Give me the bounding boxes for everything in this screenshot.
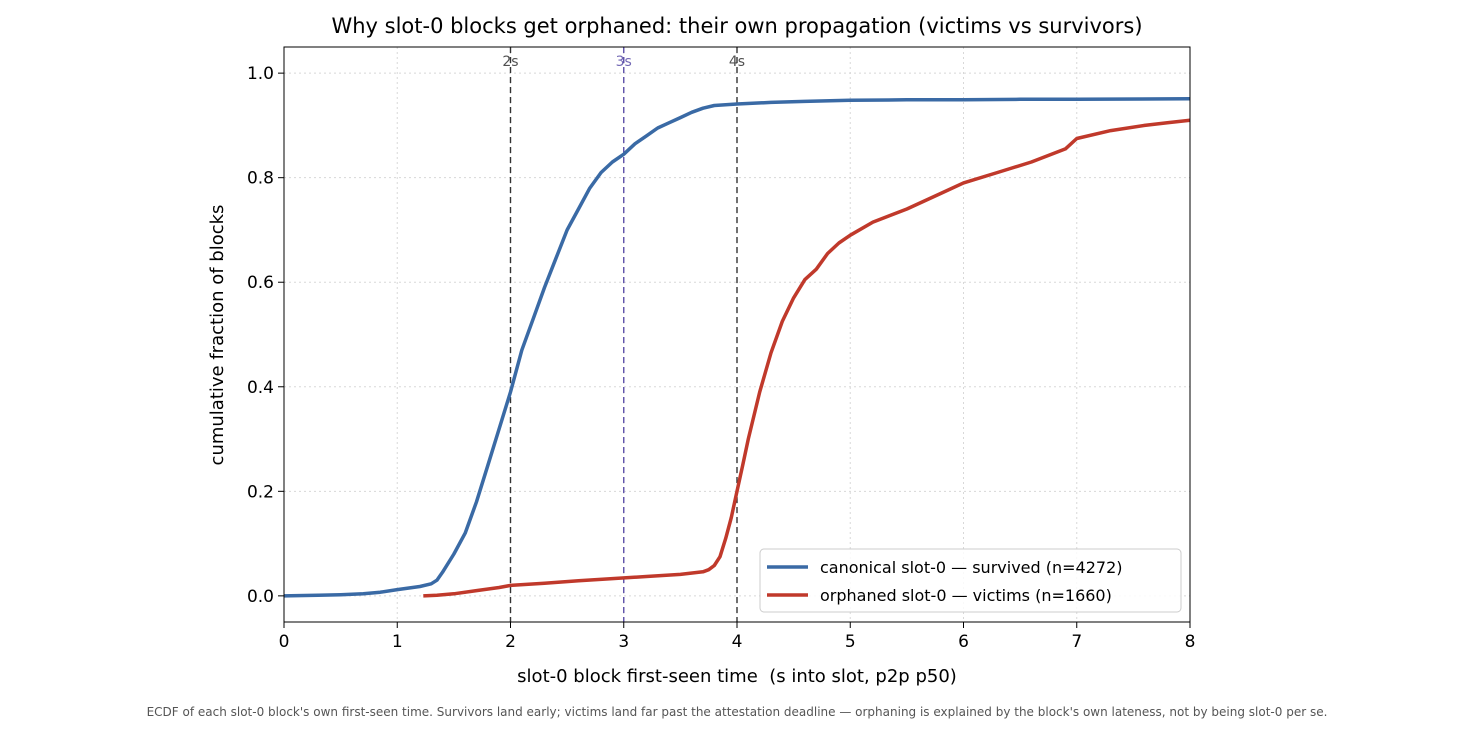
legend-label-orphaned: orphaned slot-0 — victims (n=1660): [820, 586, 1112, 605]
y-tick-label: 0.8: [247, 169, 274, 189]
y-tick-label: 0.6: [247, 273, 274, 293]
x-tick-label: 2: [505, 632, 516, 652]
vline-label-4s: 4s: [729, 54, 745, 70]
x-tick-label: 6: [958, 632, 969, 652]
vline-layer: 2s 3s 4s: [502, 47, 745, 622]
chart-title: Why slot-0 blocks get orphaned: their ow…: [331, 14, 1142, 38]
y-tick-label: 1.0: [247, 64, 274, 84]
chart-caption: ECDF of each slot-0 block's own first-se…: [147, 705, 1328, 719]
y-tick-label: 0.2: [247, 482, 274, 502]
x-tick-label: 3: [618, 632, 629, 652]
x-tick-label: 8: [1185, 632, 1196, 652]
x-axis-label: slot-0 block first-seen time (s into slo…: [517, 666, 957, 687]
x-tick-label: 4: [732, 632, 743, 652]
y-axis-label: cumulative fraction of blocks: [207, 205, 228, 466]
x-tick-label: 5: [845, 632, 856, 652]
vline-label-3s: 3s: [616, 54, 632, 70]
y-tick-label: 0.0: [247, 587, 274, 607]
series-line-canonical: [283, 97, 1191, 598]
legend: canonical slot-0 — survived (n=4272) orp…: [759, 548, 1182, 613]
y-tick-label: 0.4: [247, 378, 274, 398]
x-tick-label: 1: [392, 632, 403, 652]
series-layer: [283, 97, 1191, 598]
series-line-orphaned: [423, 118, 1191, 598]
x-tick-label: 7: [1071, 632, 1082, 652]
vline-label-2s: 2s: [502, 54, 518, 70]
axis-layer: 0 1 2 3 4 5 6 7 8 0.0 0.2 0.4 0.6 0.8 1.0: [247, 64, 1195, 652]
legend-box: [759, 548, 1182, 613]
x-tick-label: 0: [279, 632, 290, 652]
legend-label-canonical: canonical slot-0 — survived (n=4272): [820, 558, 1123, 577]
